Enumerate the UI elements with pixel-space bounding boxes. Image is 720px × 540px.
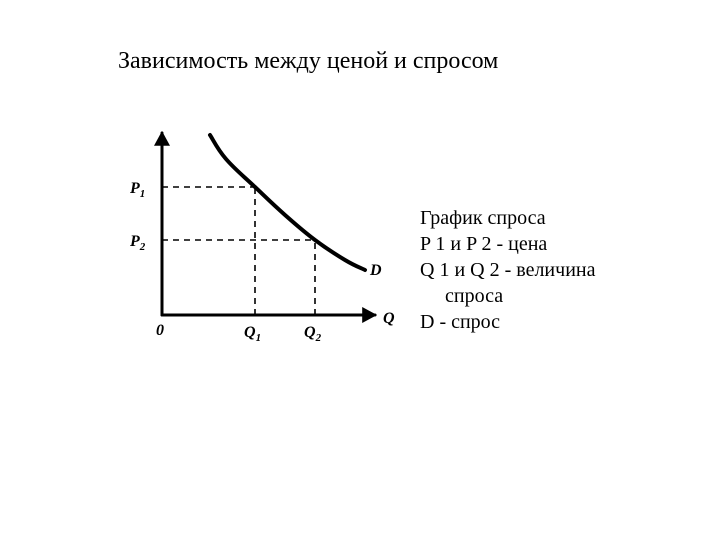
legend-line: Q 1 и Q 2 - величина: [420, 257, 595, 283]
chart-label-Q_axis: Q: [383, 310, 395, 327]
legend-line: D - спрос: [420, 309, 595, 335]
demand-chart-svg: D Q 0 P1 P2 Q1 Q2: [120, 115, 400, 355]
chart-label-P2: P2: [129, 233, 146, 253]
chart-label-Q2: Q2: [304, 324, 322, 344]
chart-label-P1: P1: [129, 180, 145, 200]
page-title: Зависимость между ценой и спросом: [118, 48, 498, 75]
legend-line: P 1 и P 2 - цена: [420, 231, 595, 257]
chart-label-origin: 0: [156, 322, 164, 339]
legend-line: спроса: [420, 283, 595, 309]
chart-label-Q1: Q1: [244, 324, 261, 344]
chart-label-D: D: [369, 262, 382, 279]
page: Зависимость между ценой и спросом D Q 0 P1 P…: [0, 0, 720, 540]
legend: График спросаP 1 и P 2 - ценаQ 1 и Q 2 -…: [420, 205, 595, 335]
legend-line: График спроса: [420, 205, 595, 231]
demand-chart: D Q 0 P1 P2 Q1 Q2: [120, 115, 400, 355]
